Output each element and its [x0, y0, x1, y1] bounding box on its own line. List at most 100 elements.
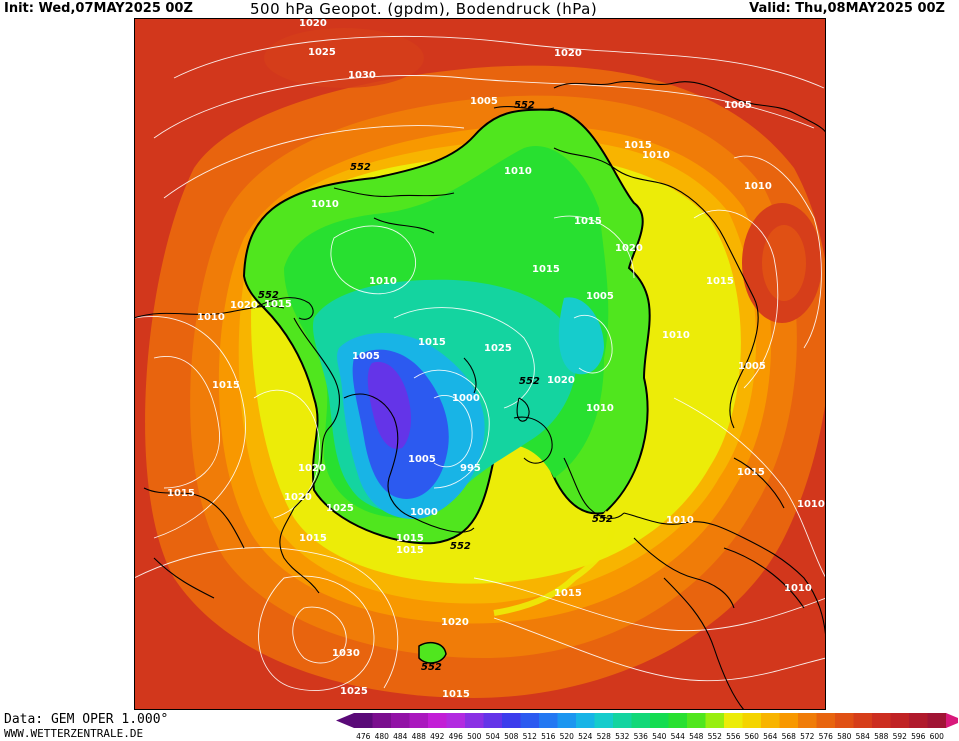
legend-swatch	[816, 713, 836, 728]
pressure-label: 1010	[586, 403, 614, 414]
pressure-label: 1015	[532, 264, 560, 275]
pressure-label: 1005	[738, 361, 766, 372]
pressure-label: 1005	[586, 291, 614, 302]
legend-value-label: 500	[467, 732, 482, 741]
legend-value-label: 544	[671, 732, 686, 741]
legend-swatch	[909, 713, 928, 728]
init-time: Init: Wed,07MAY2025 00Z	[4, 1, 193, 16]
pressure-label: 1020	[284, 492, 312, 503]
legend-value-label: 564	[763, 732, 778, 741]
legend-swatch	[890, 713, 910, 728]
legend-swatch	[539, 713, 558, 728]
legend-swatch	[927, 713, 947, 728]
contour-label: 552	[514, 100, 535, 111]
pressure-label: 1015	[442, 689, 470, 700]
high-cell-east-inner	[762, 225, 806, 301]
pressure-label: 1000	[410, 507, 438, 518]
legend-swatch	[409, 713, 429, 728]
isobars	[134, 35, 826, 691]
legend-value-label: 568	[782, 732, 797, 741]
pressure-label: 1025	[308, 47, 336, 58]
legend-swatch	[872, 713, 891, 728]
coastlines	[134, 81, 826, 710]
pressure-label: 1020	[547, 375, 575, 386]
legend-value-label: 476	[356, 732, 371, 741]
yellow-ring	[493, 510, 615, 616]
legend-value-label: 552	[708, 732, 723, 741]
pressure-label: 1010	[744, 181, 772, 192]
pressure-label: 1015	[737, 467, 765, 478]
legend-value-label: 520	[560, 732, 575, 741]
contour-label: 552	[592, 514, 613, 525]
contour-label: 552	[421, 662, 442, 673]
legend-swatch	[853, 713, 873, 728]
contour-552-labels: 552 552 552 552 552 552 552	[258, 100, 613, 673]
legend-value-label: 584	[856, 732, 871, 741]
legend-swatch	[594, 713, 614, 728]
pressure-label: 1010	[311, 199, 339, 210]
pressure-label: 1005	[724, 100, 752, 111]
contour-label: 552	[519, 376, 540, 387]
legend-swatch	[428, 713, 447, 728]
legend-value-label: 596	[911, 732, 926, 741]
legend-value-label: 556	[726, 732, 741, 741]
legend-value-label: 600	[930, 732, 945, 741]
legend-swatch	[631, 713, 651, 728]
pressure-label: 1015	[574, 216, 602, 227]
legend-swatch	[576, 713, 595, 728]
map-frame	[134, 18, 826, 710]
pressure-label: 1010	[784, 583, 812, 594]
pressure-label: 1010	[369, 276, 397, 287]
legend-swatch	[391, 713, 410, 728]
pressure-label: 1015	[167, 488, 195, 499]
pressure-label: 1015	[396, 545, 424, 556]
legend-value-label: 484	[393, 732, 408, 741]
pressure-label: 1020	[441, 617, 469, 628]
legend-swatch	[446, 713, 466, 728]
legend-value-label: 536	[634, 732, 649, 741]
legend-swatch	[520, 713, 540, 728]
pressure-label: 1010	[662, 330, 690, 341]
pressure-label: 1025	[326, 503, 354, 514]
legend-value-label: 560	[745, 732, 760, 741]
legend-value-label: 488	[412, 732, 427, 741]
legend-swatch	[742, 713, 762, 728]
legend-swatch	[687, 713, 706, 728]
legend-swatch	[502, 713, 521, 728]
pressure-label: 1015	[624, 140, 652, 151]
pressure-label: 1010	[797, 499, 825, 510]
legend-swatch	[465, 713, 484, 728]
legend-swatch	[650, 713, 669, 728]
pressure-label: 1015	[212, 380, 240, 391]
pressure-label: 1020	[615, 243, 643, 254]
legend-value-label: 532	[615, 732, 630, 741]
legend-value-label: 548	[689, 732, 704, 741]
legend-value-label: 496	[449, 732, 464, 741]
vortex-core	[367, 361, 411, 449]
map-header: Init: Wed,07MAY2025 00Z 500 hPa Geopot. …	[0, 0, 959, 18]
pressure-label: 1020	[298, 463, 326, 474]
pressure-labels: 1020 1025 1030 1020 1005 1005 1015 1010 …	[167, 18, 825, 700]
legend-value-label: 540	[652, 732, 667, 741]
pressure-label: 1005	[352, 351, 380, 362]
contour-label: 552	[258, 290, 279, 301]
legend-swatch	[613, 713, 632, 728]
pressure-label: 1010	[666, 515, 694, 526]
legend-swatch	[483, 713, 503, 728]
pressure-label: 1020	[230, 300, 258, 311]
color-legend: 476 480 484 488 492 496 500 504 508 512 516 520 524 5…	[336, 713, 958, 741]
legend-swatch	[724, 713, 743, 728]
legend-value-label: 508	[504, 732, 519, 741]
pressure-label: 1005	[408, 454, 436, 465]
pressure-label: 1015	[299, 533, 327, 544]
legend-swatch	[779, 713, 799, 728]
contour-label: 552	[350, 162, 371, 173]
legend-value-label: 524	[578, 732, 593, 741]
pressure-label: 1015	[264, 299, 292, 310]
pressure-label: 1020	[299, 18, 327, 29]
pressure-label: 1015	[396, 533, 424, 544]
pressure-label: 1025	[484, 343, 512, 354]
legend-value-label: 588	[874, 732, 889, 741]
weather-map[interactable]: 552 552 552 552 552 552 552 1020 1025 10…	[134, 18, 826, 710]
legend-value-label: 480	[375, 732, 390, 741]
